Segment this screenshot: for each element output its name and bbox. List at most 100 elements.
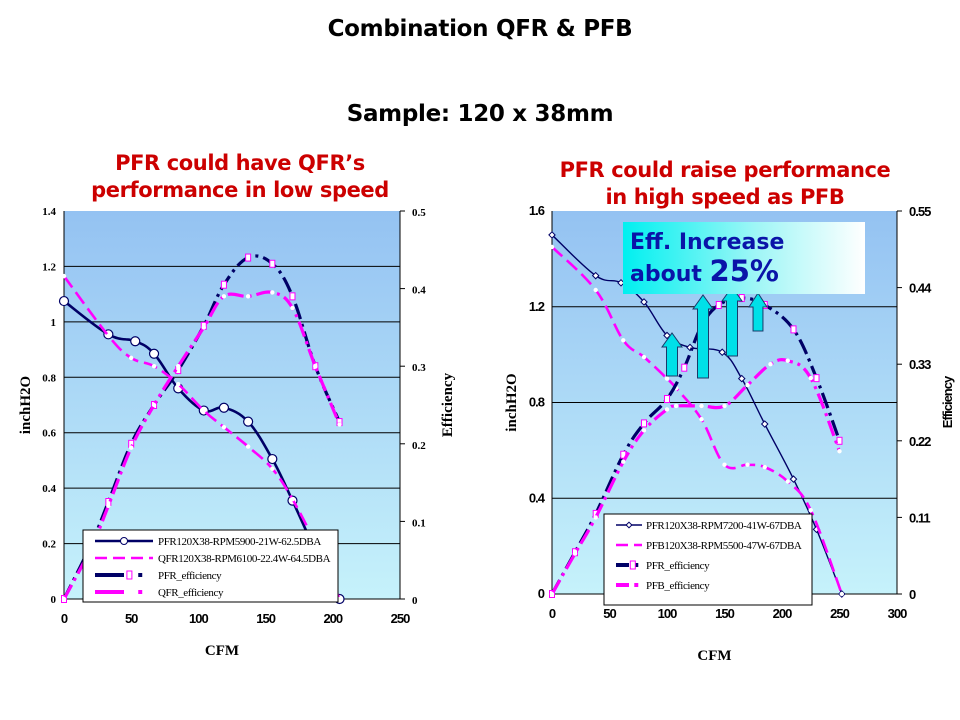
data-point	[130, 336, 141, 347]
y2-axis-label: Efficiency	[940, 375, 955, 428]
legend-item: PFR120X38-RPM5900-21W-62.5DBA	[95, 536, 322, 548]
data-point	[151, 402, 157, 408]
data-point	[201, 408, 206, 413]
left-heading-line-2: performance in low speed	[91, 178, 389, 202]
legend-marker	[629, 560, 636, 570]
legend: PFR120X38-RPM5900-21W-62.5DBA QFR120X38-R…	[82, 529, 339, 603]
x-tick-label: 0	[61, 611, 68, 626]
callout-line-2: about 25%	[630, 254, 779, 288]
y-tick-label: 1.2	[42, 261, 56, 273]
slide-title: Combination QFR & PFB	[327, 16, 633, 42]
left-chart-heading: PFR could have QFR’s performance in low …	[40, 150, 440, 204]
y-tick-label: 0.8	[529, 395, 545, 410]
up-arrow-icon	[661, 332, 683, 377]
data-point	[789, 475, 798, 483]
left-heading-line-1: PFR could have QFR’s	[115, 151, 365, 175]
x-axis-label: CFM	[697, 648, 731, 664]
data-point	[129, 355, 134, 361]
data-point	[839, 591, 844, 597]
y2-tick-label: 0.44	[909, 281, 932, 296]
data-point	[106, 333, 111, 338]
legend: PFR120X38-RPM7200-41W-67DBA PFB120X38-RPM…	[603, 513, 813, 606]
data-point	[722, 462, 727, 467]
y-tick-label: 0.4	[529, 490, 546, 505]
x-tick-label: 50	[125, 611, 138, 626]
callout-line-1: Eff. Increase	[630, 230, 784, 255]
legend-item: QFR120X38-RPM6100-22.4W-64.5DBA	[95, 553, 331, 565]
data-point	[737, 374, 746, 383]
y-axis-label: inchH2O	[18, 376, 34, 434]
data-point	[641, 428, 647, 433]
callout-value: 25%	[710, 254, 779, 288]
y-tick-label: 1	[51, 317, 57, 329]
data-point	[245, 253, 252, 262]
data-point	[762, 464, 767, 470]
data-point	[221, 294, 227, 299]
data-point	[664, 395, 670, 404]
data-point	[549, 591, 555, 597]
y-tick-label: 1.6	[529, 203, 545, 218]
data-point	[641, 354, 647, 360]
data-point	[313, 364, 318, 369]
data-point	[176, 382, 181, 387]
data-point	[785, 479, 790, 484]
data-point	[58, 295, 70, 307]
x-tick-label: 200	[323, 611, 342, 626]
data-point	[290, 305, 295, 311]
y2-axis-label: Efficiency	[440, 372, 456, 437]
legend-item: PFB120X38-RPM5500-47W-67DBA	[616, 540, 802, 552]
legend-swatch-dot	[138, 590, 143, 594]
data-point	[674, 403, 679, 409]
data-point	[785, 358, 790, 363]
data-point	[61, 596, 67, 602]
data-point	[593, 515, 598, 520]
x-tick-label: 0	[549, 606, 556, 621]
legend-item: PFR120X38-RPM7200-41W-67DBA	[616, 520, 802, 532]
data-point	[548, 231, 556, 239]
data-point	[148, 348, 160, 359]
data-point	[617, 278, 625, 287]
callout-prefix: about	[630, 262, 710, 287]
data-point	[289, 292, 296, 301]
data-point	[591, 271, 600, 280]
series-pfb-efficiency	[549, 357, 842, 597]
legend-item: PFB_efficiency	[616, 580, 711, 592]
legend-label: PFR_efficiency	[646, 560, 710, 572]
slide-subtitle: Sample: 120 x 38mm	[346, 101, 614, 127]
data-point	[267, 453, 278, 465]
y-axis-label: inchH2O	[504, 373, 520, 431]
data-point	[621, 459, 626, 464]
data-point	[201, 325, 206, 330]
y-tick-label: 0	[538, 586, 545, 601]
legend-item: PFR_efficiency	[616, 560, 711, 572]
left-chart: 0 0.2 0.4 0.6 0.8 1 1.2 1.4 0 0.1 0.2 0.3 0.4 0.5 0 50 1…	[18, 206, 456, 659]
up-arrow-icon	[748, 292, 768, 332]
y2-tick-label: 0	[412, 595, 418, 607]
x-tick-label: 250	[391, 611, 410, 626]
data-point	[61, 273, 67, 279]
data-point	[722, 403, 727, 409]
x-tick-label: 300	[888, 606, 907, 621]
x-tick-label: 50	[603, 606, 616, 621]
x-tick-label: 150	[715, 606, 734, 621]
legend-item: QFR_efficiency	[95, 587, 224, 599]
legend-label: PFB_efficiency	[646, 580, 710, 592]
y2-tick-label: 0.2	[412, 440, 426, 452]
legend-swatch-dot	[138, 573, 143, 577]
y2-tick-label: 0.55	[909, 204, 931, 219]
data-point	[176, 364, 181, 369]
y-tick-label: 1.4	[42, 206, 56, 218]
data-point	[269, 259, 276, 268]
data-point	[593, 287, 598, 293]
data-point	[218, 402, 230, 413]
data-point	[745, 462, 750, 467]
series-pfb120x38-rpm5500-47w-67dba	[549, 244, 844, 597]
data-point	[243, 416, 254, 427]
data-point	[641, 419, 647, 428]
legend-marker	[126, 570, 133, 580]
legend-swatch-dot	[634, 583, 639, 587]
x-tick-label: 150	[256, 611, 275, 626]
data-point	[715, 301, 722, 310]
y-tick-label: 0	[51, 594, 57, 606]
